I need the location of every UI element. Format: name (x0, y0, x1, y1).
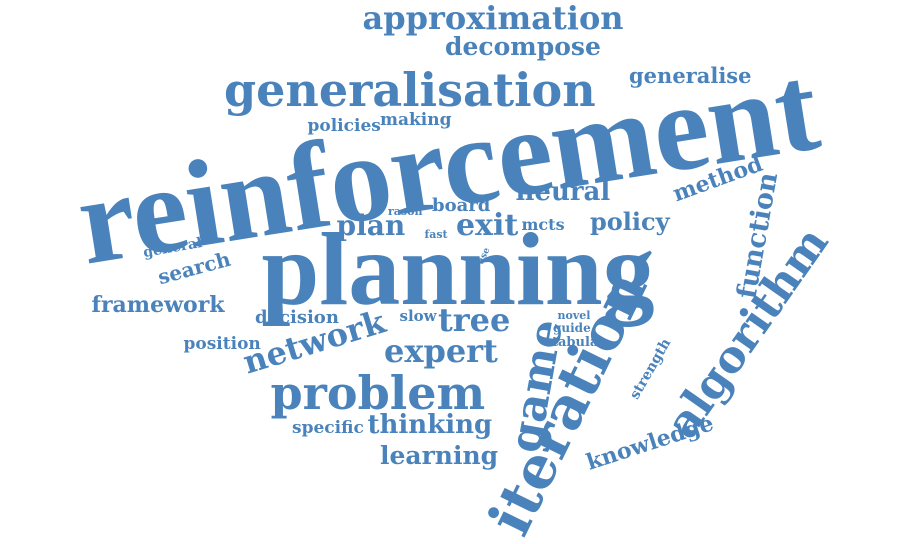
word-planning: planning (261, 212, 655, 327)
word-fast: fast (424, 227, 448, 241)
word-exit: exit (456, 208, 519, 243)
word-generalisation: generalisation (224, 63, 596, 117)
word-thinking: thinking (367, 410, 493, 440)
word-neural: neural (515, 177, 611, 207)
word-tabula: tabula (552, 334, 599, 350)
word-novel: novel (557, 308, 591, 322)
word-strength: strength (626, 335, 674, 403)
word-specific: specific (292, 417, 364, 438)
word-making: making (380, 109, 452, 130)
word-learning: learning (380, 440, 499, 470)
word-mcts: mcts (521, 215, 565, 234)
word-policies: policies (307, 115, 381, 136)
word-problem: problem (270, 366, 486, 420)
word-framework: framework (91, 292, 225, 318)
word-policy: policy (590, 207, 670, 236)
word-slow: slow (399, 306, 437, 325)
word-decision: decision (255, 307, 339, 328)
word-guide: guide (553, 321, 591, 335)
word-expert: expert (384, 332, 498, 370)
word-rason: rason (388, 204, 423, 218)
word-approximation: approximation (362, 0, 624, 37)
word-decompose: decompose (445, 31, 601, 61)
word-plan: plan (336, 209, 406, 242)
word-board: board (432, 195, 491, 216)
word-position: position (183, 333, 261, 354)
word-tree: tree (438, 301, 511, 339)
word-generalise: generalise (629, 62, 752, 88)
